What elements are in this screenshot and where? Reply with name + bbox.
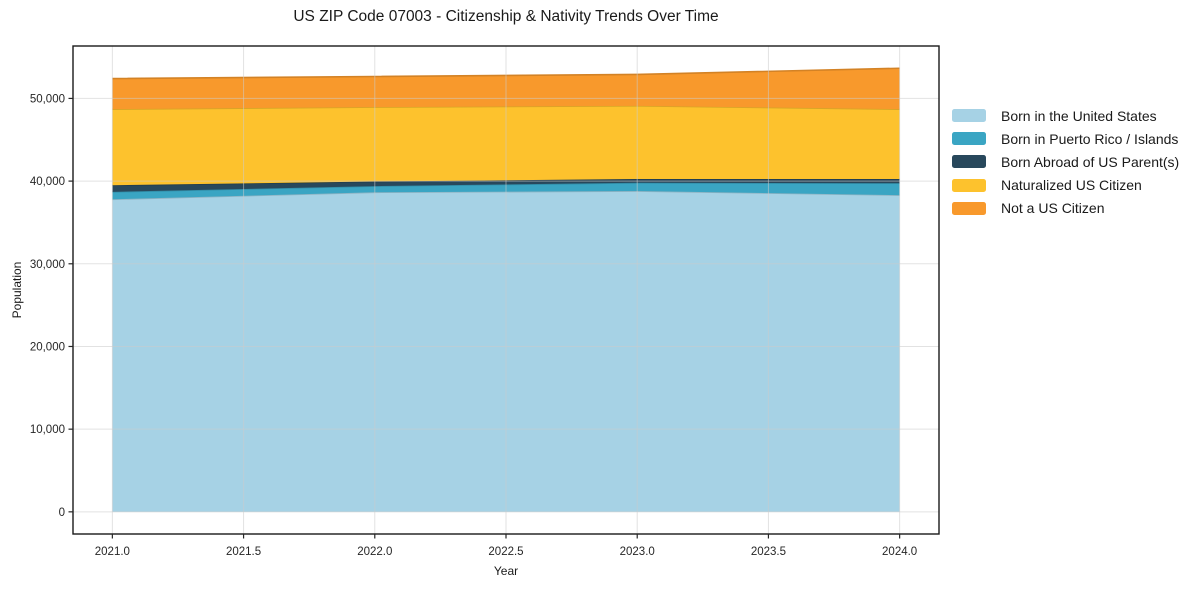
legend-item-naturalized-us-citizen: Naturalized US Citizen [952,174,1179,197]
y-tick-label: 40,000 [30,176,65,188]
x-tick-label: 2024.0 [882,546,917,558]
legend: Born in the United States Born in Puerto … [952,104,1179,220]
legend-swatch-icon [952,178,986,192]
legend-label: Naturalized US Citizen [1001,177,1142,194]
x-tick-label: 2021.5 [226,546,261,558]
x-tick-label: 2023.0 [620,546,655,558]
legend-swatch-icon [952,109,986,123]
y-tick-label: 10,000 [30,424,65,436]
legend-swatch-icon [952,132,986,146]
legend-label: Not a US Citizen [1001,200,1105,217]
x-tick-label: 2022.5 [488,546,523,558]
legend-item-not-a-us-citizen: Not a US Citizen [952,197,1179,220]
legend-label: Born in the United States [1001,107,1157,124]
legend-swatch-icon [952,155,986,169]
y-tick-label: 0 [59,507,65,519]
y-tick-label: 50,000 [30,93,65,105]
y-tick-label: 20,000 [30,341,65,353]
chart-title: US ZIP Code 07003 - Citizenship & Nativi… [293,8,719,25]
x-tick-label: 2022.0 [357,546,392,558]
area-born-abroad-of-us-parent-s [112,179,900,192]
legend-label: Born in Puerto Rico / Islands [1001,130,1179,147]
x-tick-label: 2021.0 [95,546,130,558]
legend-swatch-icon [952,201,986,215]
legend-item-born-in-puerto-rico-islands: Born in Puerto Rico / Islands [952,127,1179,150]
y-tick-label: 30,000 [30,259,65,271]
legend-label: Born Abroad of US Parent(s) [1001,153,1180,170]
x-tick-label: 2023.5 [751,546,786,558]
legend-item-born-abroad-of-us-parent-s: Born Abroad of US Parent(s) [952,150,1179,173]
x-axis-label: Year [493,564,519,578]
legend-item-born-in-the-united-states: Born in the United States [952,104,1179,127]
y-axis-label: Population [10,261,24,319]
